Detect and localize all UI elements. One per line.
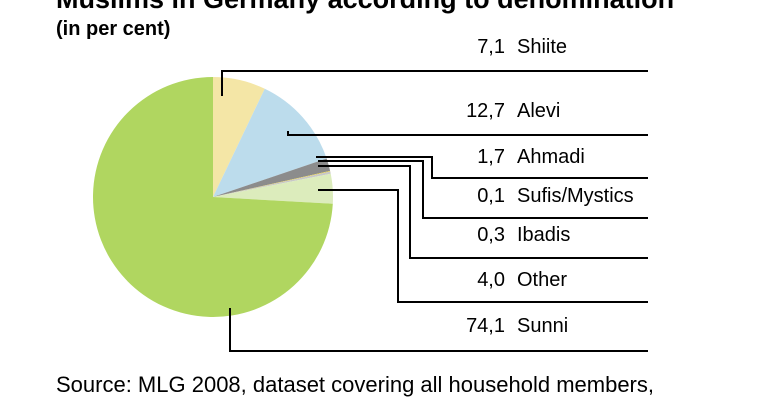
slice-value-label: 1,7: [477, 146, 505, 168]
leader-line: [318, 189, 648, 303]
chart-subtitle: (in per cent): [56, 18, 171, 40]
slice-value-label: 7,1: [477, 36, 505, 58]
slice-value-label: 74,1: [466, 315, 505, 337]
slice-name-label: Sunni: [517, 315, 568, 337]
leader-line: [316, 156, 648, 179]
slice-name-label: Alevi: [517, 100, 560, 122]
leader-lines: [221, 70, 648, 352]
chart-title: Muslims in Germany according to denomina…: [56, 0, 674, 15]
slice-value-label: 12,7: [466, 100, 505, 122]
slice-name-label: Other: [517, 269, 567, 291]
pie-slices: [93, 77, 334, 317]
pie-slice-other: [213, 173, 334, 204]
slice-name-label: Ahmadi: [517, 146, 585, 168]
slice-name-label: Sufis/Mystics: [517, 185, 634, 207]
pie-slice-sufis-mystics: [213, 170, 331, 197]
pie-slice-alevi: [213, 88, 327, 197]
pie-slice-ahmadi: [213, 158, 331, 197]
slice-labels: 7,1 Shiite 12,7 Alevi 1,7 Ahmadi 0,1 Sufis/Myst…: [466, 36, 634, 337]
leader-line: [229, 308, 648, 352]
slice-value-label: 0,3: [477, 224, 505, 246]
leader-line: [287, 131, 648, 136]
leader-line: [318, 160, 648, 219]
slice-value-label: 0,1: [477, 185, 505, 207]
pie-slice-shiite: [213, 77, 265, 197]
slice-name-label: Shiite: [517, 36, 567, 58]
slice-value-label: 4,0: [477, 269, 505, 291]
source-note: Source: MLG 2008, dataset covering all h…: [56, 372, 654, 397]
leader-line: [221, 70, 648, 96]
pie-slice-ibadis: [213, 171, 331, 197]
pie-slice-sunni: [93, 77, 333, 317]
leader-line: [318, 165, 648, 259]
slice-name-label: Ibadis: [517, 224, 570, 246]
